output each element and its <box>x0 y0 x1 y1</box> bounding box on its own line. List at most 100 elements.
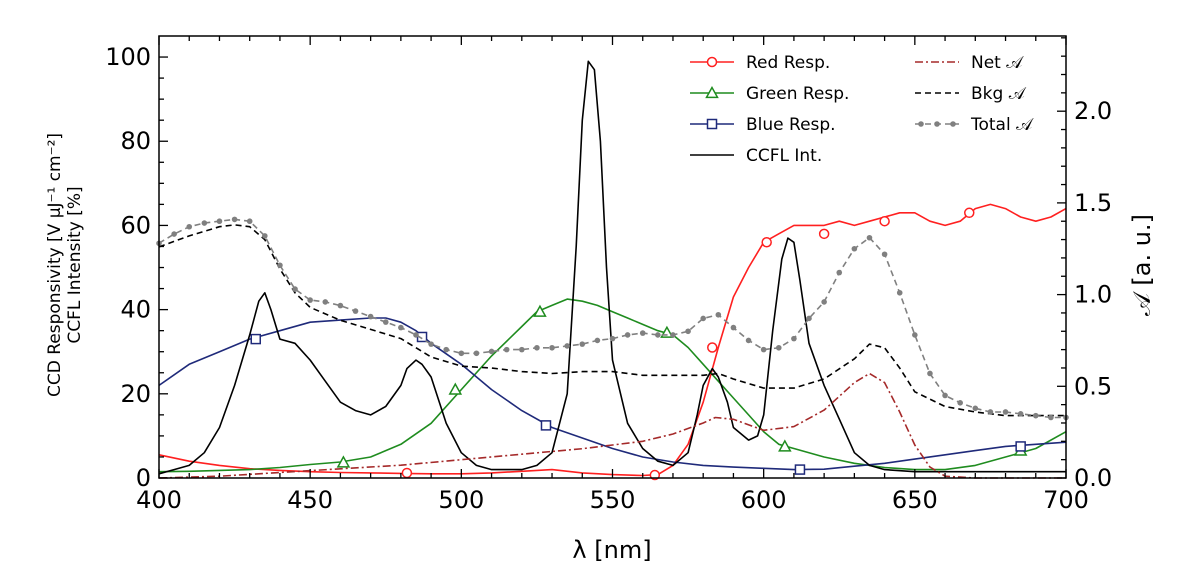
y-tick-label-left: 100 <box>105 43 151 71</box>
legend-entry-red-resp: Red Resp. <box>690 53 830 73</box>
data-point <box>821 299 827 305</box>
data-point <box>519 346 525 353</box>
data-point <box>292 286 298 292</box>
data-point <box>964 207 975 219</box>
legend-marker <box>934 121 940 127</box>
y-tick-label-left: 0 <box>136 464 151 492</box>
legend-label: Red Resp. <box>746 53 830 73</box>
series-line-net <box>158 372 1066 479</box>
data-point <box>352 308 359 314</box>
data-point <box>186 223 193 230</box>
x-tick-label: 400 <box>136 486 182 514</box>
data-point <box>912 332 918 338</box>
data-point <box>851 245 858 252</box>
legend-marker <box>706 118 718 130</box>
series-blue-resp <box>158 317 1067 475</box>
data-point <box>685 328 691 335</box>
data-point <box>806 315 812 322</box>
data-point <box>488 348 495 355</box>
y-axis-label-left-line2: CCFL Intensity [%] <box>65 186 85 343</box>
data-point <box>322 299 329 305</box>
data-point <box>443 346 450 353</box>
data-point <box>866 234 873 241</box>
legend-entry-ccfl-int: CCFL Int. <box>690 146 822 166</box>
legend-entry-net: Net 𝒜 <box>915 53 1024 73</box>
data-point <box>367 313 374 320</box>
legend-entry-bkg: Bkg 𝒜 <box>915 84 1027 104</box>
data-point <box>879 215 890 227</box>
data-point <box>564 343 570 349</box>
legend-label: Blue Resp. <box>746 115 836 135</box>
y-tick-label-left: 20 <box>120 380 151 408</box>
data-point <box>401 467 413 479</box>
legend-label: Bkg 𝒜 <box>971 84 1027 104</box>
data-point <box>1048 414 1054 421</box>
data-point <box>818 228 830 240</box>
series-green-resp <box>158 298 1067 473</box>
y-tick-label-left: 80 <box>120 127 151 155</box>
legend-label: Green Resp. <box>746 84 849 104</box>
data-point <box>307 297 313 303</box>
data-point <box>337 302 344 309</box>
data-point <box>398 324 404 331</box>
y-axis-label-left-line1: CCD Responsivity [V μJ⁻¹ cm⁻²] <box>45 133 65 397</box>
data-point <box>707 342 718 353</box>
data-point <box>503 346 510 353</box>
data-point <box>594 337 601 344</box>
data-point <box>382 319 389 325</box>
data-point <box>1015 441 1026 452</box>
legend-label: CCFL Int. <box>746 146 822 166</box>
data-point <box>670 332 676 338</box>
y-tick-label-right: 0.5 <box>1074 372 1112 400</box>
series-bkg <box>158 224 1066 417</box>
data-point <box>987 409 994 415</box>
data-point <box>881 251 888 258</box>
data-point <box>775 344 782 351</box>
legend-entry-blue-resp: Blue Resp. <box>690 115 836 135</box>
data-point <box>533 304 547 317</box>
x-axis-label: λ [nm] <box>572 536 651 564</box>
data-point <box>1017 411 1024 417</box>
data-point <box>639 330 646 336</box>
data-point <box>896 289 903 296</box>
legend-entry-total: Total 𝒜 <box>915 115 1034 135</box>
data-point <box>540 420 552 431</box>
data-point <box>700 315 706 322</box>
data-point <box>277 262 283 269</box>
x-tick-label: 550 <box>590 486 636 514</box>
data-point <box>655 332 661 338</box>
series-red-resp <box>158 203 1067 481</box>
data-point <box>448 382 463 395</box>
data-point <box>794 464 806 475</box>
data-point <box>1002 409 1009 415</box>
data-point <box>972 405 979 412</box>
series-line-green-resp <box>158 298 1067 473</box>
ticks-layer: 400 450 500 550 600 650 700 0 20 40 60 80 100 0.0 0.5 1… <box>105 36 1112 514</box>
x-tick-label: 700 <box>1043 486 1089 514</box>
data-point <box>458 350 465 357</box>
data-point <box>778 439 792 452</box>
legend: Red Resp. Green Resp. Blue Resp. CCFL Int. N… <box>690 53 1034 166</box>
data-point <box>836 269 843 276</box>
data-point <box>1032 412 1039 419</box>
data-point <box>246 218 253 225</box>
x-tick-label: 650 <box>892 486 938 514</box>
data-point <box>171 231 177 237</box>
series-total <box>156 216 1069 421</box>
data-point <box>942 392 948 399</box>
x-tick-label: 500 <box>438 486 484 514</box>
series-layer <box>156 60 1069 481</box>
data-point <box>201 220 208 226</box>
series-line-red-resp <box>158 203 1067 477</box>
legend-entry-green-resp: Green Resp. <box>690 84 849 104</box>
data-point <box>231 216 238 223</box>
legend-marker <box>918 121 924 127</box>
x-tick-label: 450 <box>287 486 333 514</box>
y-tick-label-right: 2.0 <box>1074 97 1112 125</box>
y-tick-label-right: 1.5 <box>1074 189 1112 217</box>
series-line-total <box>158 218 1066 419</box>
y-tick-label-right: 0.0 <box>1074 464 1112 492</box>
data-point <box>624 332 631 338</box>
series-net <box>158 372 1066 479</box>
